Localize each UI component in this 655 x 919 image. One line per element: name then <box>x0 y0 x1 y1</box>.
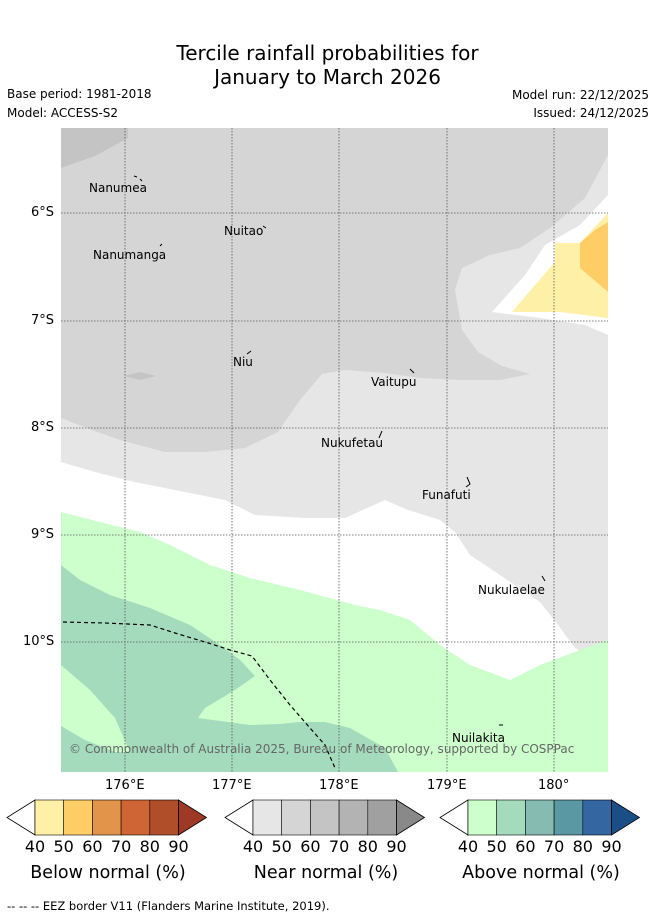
colorbar-below-tick: 50 <box>53 837 74 856</box>
colorbar-near-normal <box>224 799 426 836</box>
colorbar-above-segment <box>582 799 612 836</box>
near-normal-60-patch <box>124 372 156 380</box>
colorbar-near-segment <box>310 799 340 836</box>
title-line-2: January to March 2026 <box>214 65 441 89</box>
lat-label-7s: 7°S <box>31 313 55 328</box>
colorbar-near-segment <box>367 799 397 836</box>
colorbar-below-normal <box>6 799 208 836</box>
place-nukufetau: Nukufetau <box>321 436 384 450</box>
model-run: Model run: 22/12/2025 <box>511 88 649 102</box>
graticule <box>61 128 608 772</box>
colorbar-below-tick: 80 <box>139 837 160 856</box>
legend-title-near: Near normal (%) <box>253 863 399 883</box>
colorbar-above-tick: 40 <box>457 837 479 856</box>
copyright-notice: © Commonwealth of Australia 2025, Bureau… <box>69 742 575 756</box>
colorbar-above-under-arrow <box>439 799 469 836</box>
place-niu: Niu <box>233 355 253 369</box>
below-normal-50-region <box>580 222 608 292</box>
below-normal-40-region <box>512 213 608 318</box>
colorbar-above-segment <box>553 799 584 836</box>
colorbar-above-segment <box>467 799 498 836</box>
colorbar-above-over-arrow <box>611 799 641 836</box>
colorbar-below-over-arrow <box>178 799 208 836</box>
colorbar-near-tick: 50 <box>271 837 292 856</box>
near-normal-50-region <box>61 128 608 452</box>
colorbar-above-tick: 80 <box>572 837 593 856</box>
colorbar-below-segment <box>34 799 65 836</box>
colorbar-below-segment <box>63 799 93 836</box>
issued-date: Issued: 24/12/2025 <box>533 106 649 120</box>
lat-label-8s: 8°S <box>31 420 55 435</box>
colorbar-near-segment <box>252 799 283 836</box>
colorbar-below-tick: 40 <box>24 837 46 856</box>
place-vaitupu: Vaitupu <box>371 375 417 389</box>
legend-title-above: Above normal (%) <box>462 863 620 883</box>
colorbar-below-tick: 90 <box>168 837 189 856</box>
lon-label-180: 180° <box>538 778 570 793</box>
lat-label-10s: 10°S <box>23 634 55 649</box>
colorbar-near-tick: 70 <box>328 837 350 856</box>
base-period: Base period: 1981-2018 <box>7 87 152 101</box>
colorbar-above-tick: 70 <box>543 837 565 856</box>
colorbar-near-under-arrow <box>224 799 254 836</box>
title-line-1: Tercile rainfall probabilities for <box>176 41 479 65</box>
islands <box>133 175 546 726</box>
colorbar-above-tick: 60 <box>515 837 536 856</box>
near-normal-60-region <box>61 128 128 168</box>
colorbar-above-segment <box>525 799 555 836</box>
legend-title-below: Below normal (%) <box>30 863 186 883</box>
colorbar-above-normal <box>439 799 641 836</box>
lon-label-179e: 179°E <box>427 778 467 793</box>
lon-label-178e: 178°E <box>319 778 359 793</box>
above-normal-50-region <box>61 565 398 772</box>
eez-border <box>62 621 336 769</box>
place-funafuti: Funafuti <box>422 488 471 502</box>
place-nanumea: Nanumea <box>89 181 147 195</box>
lon-label-176e: 176°E <box>105 778 145 793</box>
colorbar-near-tick: 90 <box>386 837 407 856</box>
colorbar-below-tick: 60 <box>82 837 103 856</box>
colorbar-near-segment <box>281 799 311 836</box>
model-name: Model: ACCESS-S2 <box>7 106 119 120</box>
colorbar-below-segment <box>92 799 122 836</box>
lat-label-6s: 6°S <box>31 205 55 220</box>
place-nuitao: Nuitao <box>224 224 264 238</box>
colorbar-near-tick: 60 <box>300 837 321 856</box>
colorbar-below-segment <box>120 799 151 836</box>
colorbar-above-tick: 90 <box>601 837 622 856</box>
colorbar-near-segment <box>338 799 369 836</box>
colorbar-below-tick: 70 <box>110 837 132 856</box>
lat-label-9s: 9°S <box>31 527 55 542</box>
colorbar-near-tick: 40 <box>242 837 264 856</box>
above-normal-40-patch <box>61 665 130 752</box>
colorbar-below-under-arrow <box>6 799 36 836</box>
place-nukulaelae: Nukulaelae <box>478 583 545 597</box>
place-nuilakita: Nuilakita <box>452 731 505 745</box>
colorbar-near-tick: 80 <box>357 837 378 856</box>
eez-footnote: -- -- -- EEZ border V11 (Flanders Marine… <box>7 899 330 913</box>
place-nanumanga: Nanumanga <box>93 248 167 262</box>
colorbar-below-segment <box>149 799 179 836</box>
colorbar-near-over-arrow <box>396 799 426 836</box>
colorbar-above-tick: 50 <box>486 837 507 856</box>
colorbar-above-segment <box>496 799 526 836</box>
lon-label-177e: 177°E <box>212 778 252 793</box>
